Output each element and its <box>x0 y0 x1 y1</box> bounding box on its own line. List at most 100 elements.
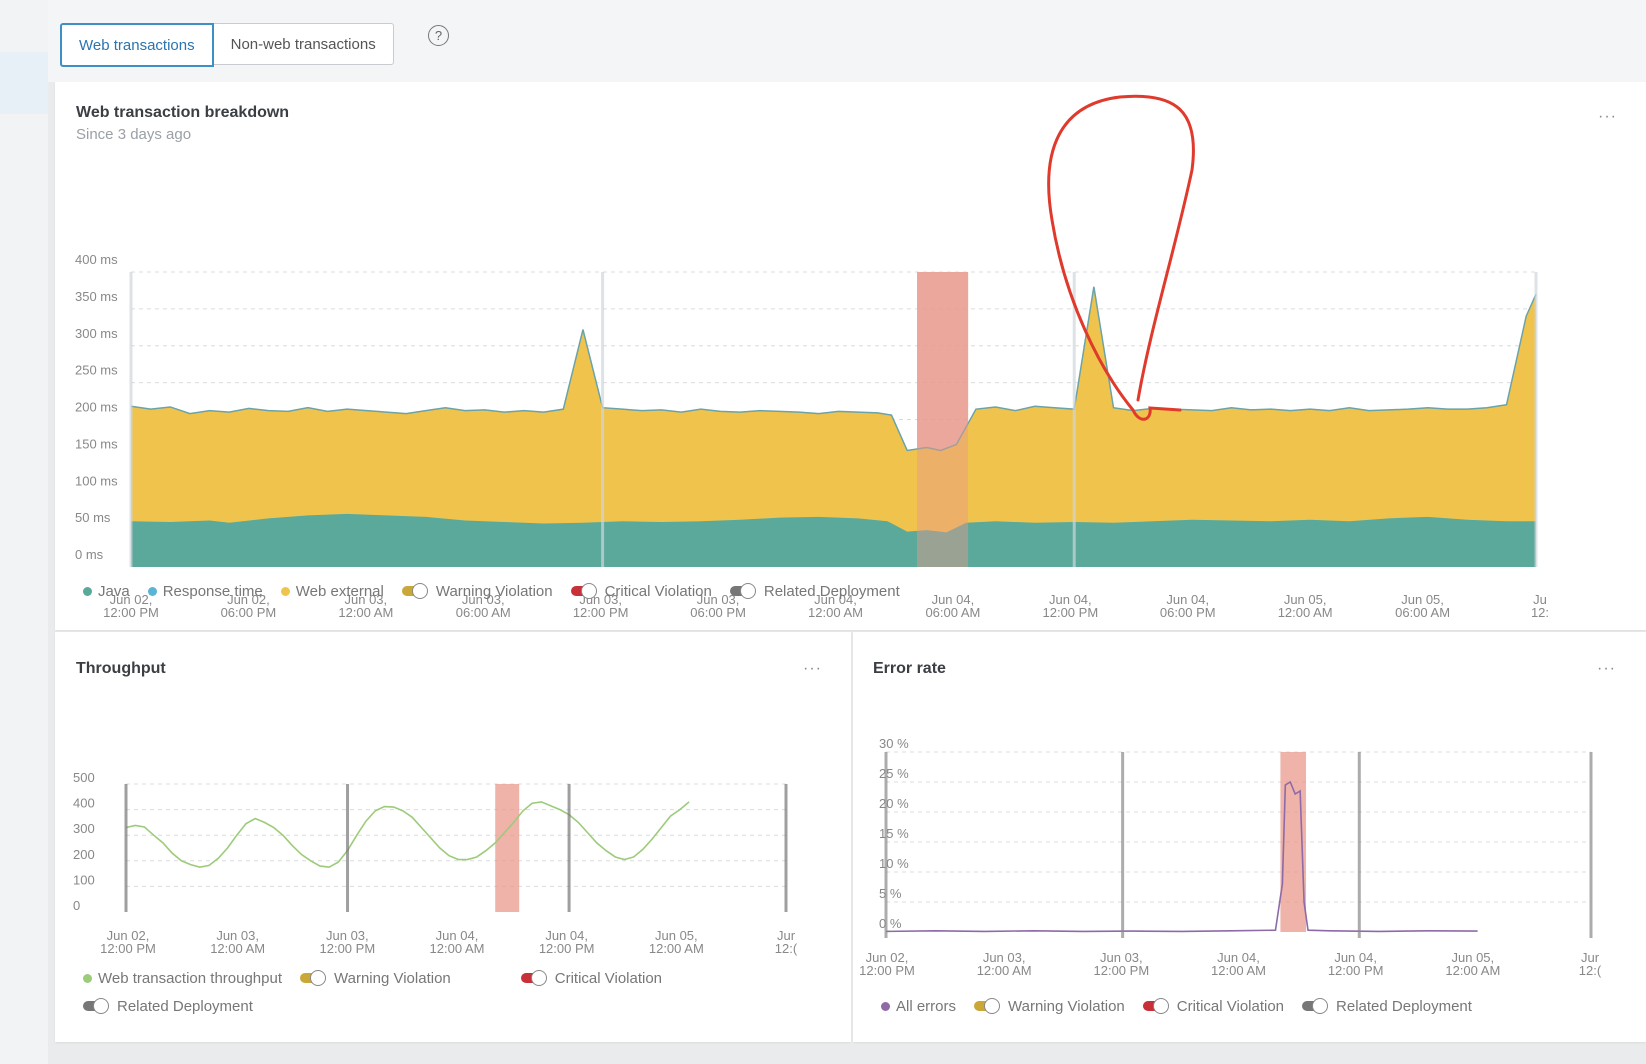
error-rate-card: Error rate ··· 0 % 5 % 10 % 15 % 20 % 25 % 30 … <box>853 632 1646 1042</box>
y-tick-label: 500 <box>73 770 95 785</box>
legend-response-time-label: Response time <box>162 582 263 600</box>
legend-related-deployment[interactable]: Related Deployment <box>1302 992 1472 1020</box>
legend-critical-violation[interactable]: Critical Violation <box>1142 992 1285 1020</box>
breakdown-subtitle: Since 3 days ago <box>76 126 192 143</box>
x-tick-label: 06:00 PM <box>690 605 746 620</box>
legend-warning-label: Warning Violation <box>334 969 451 987</box>
x-tick-label: 12:00 AM <box>210 941 265 956</box>
deployment-toggle-icon[interactable] <box>1302 998 1329 1014</box>
breakdown-card: Web transaction breakdown Since 3 days a… <box>55 82 1646 630</box>
legend-response-time[interactable]: Response time <box>147 577 263 605</box>
sidebar-selected-item[interactable] <box>0 52 48 114</box>
legend-web-external[interactable]: Web external <box>280 577 384 605</box>
warning-toggle-icon[interactable] <box>401 583 428 599</box>
x-tick-label: 12:00 PM <box>320 941 376 956</box>
x-tick-label: Jun 05, <box>1401 592 1444 607</box>
breakdown-more-icon[interactable]: ··· <box>1598 108 1617 125</box>
x-tick-label: Jun 03, <box>216 928 259 943</box>
web-external-area <box>131 286 1536 567</box>
legend-warning-violation[interactable]: Warning Violation <box>974 992 1125 1020</box>
errors-dot-icon <box>881 1001 890 1011</box>
throughput-more-icon[interactable]: ··· <box>803 660 822 677</box>
x-tick-label: Jur <box>777 928 796 943</box>
legend-related-deployment[interactable]: Related Deployment <box>83 992 253 1020</box>
question-circle-icon[interactable]: ? <box>428 25 449 46</box>
legend-java-label: Java <box>98 582 130 600</box>
y-tick-label: 200 ms <box>75 400 118 415</box>
x-tick-label: 12:00 PM <box>1043 605 1099 620</box>
x-tick-label: Jun 04, <box>1166 592 1209 607</box>
x-tick-label: 12:00 PM <box>1328 963 1384 978</box>
y-tick-label: 150 ms <box>75 436 118 451</box>
throughput-title: Throughput <box>76 660 166 677</box>
x-tick-label: 12:( <box>1579 963 1602 978</box>
transaction-type-toggle: Web transactions Non-web transactions <box>60 23 394 67</box>
java-area <box>131 513 1536 567</box>
x-tick-label: Jun 03, <box>326 928 369 943</box>
x-tick-label: Jun 04, <box>545 928 588 943</box>
y-tick-label: 300 ms <box>75 326 118 341</box>
x-tick-label: Jun 04, <box>814 592 857 607</box>
throughput-dot-icon <box>83 973 92 983</box>
error-rate-more-icon[interactable]: ··· <box>1597 660 1616 677</box>
x-tick-label: 12:00 AM <box>977 963 1032 978</box>
legend-all-errors-label: All errors <box>896 997 957 1015</box>
critical-toggle-icon[interactable] <box>1142 998 1169 1014</box>
web-external-dot-icon <box>280 586 290 596</box>
x-tick-label: Jun 05, <box>655 928 698 943</box>
left-sidebar-strip <box>0 0 48 1064</box>
legend-warning-violation[interactable]: Warning Violation <box>401 577 553 605</box>
y-tick-label: 250 ms <box>75 363 118 378</box>
x-tick-label: 12:00 PM <box>1094 963 1150 978</box>
violation-band-overlay <box>917 272 969 567</box>
deployment-toggle-icon[interactable] <box>83 998 109 1014</box>
legend-java[interactable]: Java <box>83 577 130 605</box>
warning-toggle-icon[interactable] <box>974 998 1001 1014</box>
warning-toggle-icon[interactable] <box>300 970 327 986</box>
legend-critical-label: Critical Violation <box>604 582 712 600</box>
x-tick-label: Jun 04, <box>436 928 479 943</box>
y-tick-label: 100 ms <box>75 473 118 488</box>
y-tick-label: 400 ms <box>75 252 118 267</box>
non-web-transactions-tab[interactable]: Non-web transactions <box>213 23 394 65</box>
x-tick-label: Jur <box>1581 950 1600 965</box>
critical-toggle-icon[interactable] <box>570 583 597 599</box>
legend-all-errors[interactable]: All errors <box>881 992 956 1020</box>
critical-toggle-icon[interactable] <box>520 970 547 986</box>
java-dot-icon <box>83 586 92 596</box>
x-tick-label: 12:00 PM <box>573 605 629 620</box>
legend-critical-violation[interactable]: Critical Violation <box>520 964 663 992</box>
legend-deployment-label: Related Deployment <box>1336 997 1472 1015</box>
x-tick-label: 06:00 AM <box>925 605 980 620</box>
throughput-card: Throughput ··· 0 100 200 300 400 500 Jun 02, 12… <box>55 632 851 1042</box>
y-tick-label: 50 ms <box>75 510 111 525</box>
breakdown-legend: Java Response time Web external Warning … <box>83 577 918 605</box>
web-transactions-tab[interactable]: Web transactions <box>60 23 214 67</box>
y-tick-label: 350 ms <box>75 289 118 304</box>
legend-throughput[interactable]: Web transaction throughput <box>83 964 282 992</box>
legend-warning-violation[interactable]: Warning Violation <box>300 964 451 992</box>
y-tick-label: 100 <box>73 872 95 887</box>
x-tick-label: Jun 03, <box>345 592 388 607</box>
y-tick-label: 0 <box>73 898 80 913</box>
error-rate-chart: 0 %5 %10 %15 %20 %25 %30 %Jun 02,12:00 P… <box>859 736 1602 978</box>
legend-deployment-label: Related Deployment <box>763 582 900 600</box>
x-tick-label: 12:00 AM <box>1445 963 1500 978</box>
legend-related-deployment[interactable]: Related Deployment <box>729 577 900 605</box>
legend-critical-label: Critical Violation <box>554 969 663 987</box>
deployment-toggle-icon[interactable] <box>729 583 756 599</box>
y-tick-label: 5 % <box>879 886 902 901</box>
y-tick-label: 0 ms <box>75 547 104 562</box>
error-rate-legend: All errors Warning Violation Critical Vi… <box>881 992 1490 1020</box>
y-tick-label: 200 <box>73 847 95 862</box>
x-tick-label: Jun 02, <box>107 928 150 943</box>
x-tick-label: Jun 04, <box>1334 950 1377 965</box>
x-tick-label: 12:00 AM <box>649 941 704 956</box>
x-tick-label: 12:( <box>775 941 798 956</box>
legend-critical-violation[interactable]: Critical Violation <box>570 577 712 605</box>
x-tick-label: 12:00 PM <box>100 941 156 956</box>
x-tick-label: Jun 04, <box>1217 950 1260 965</box>
x-tick-label: Jun 04, <box>932 592 975 607</box>
legend-critical-label: Critical Violation <box>1176 997 1285 1015</box>
